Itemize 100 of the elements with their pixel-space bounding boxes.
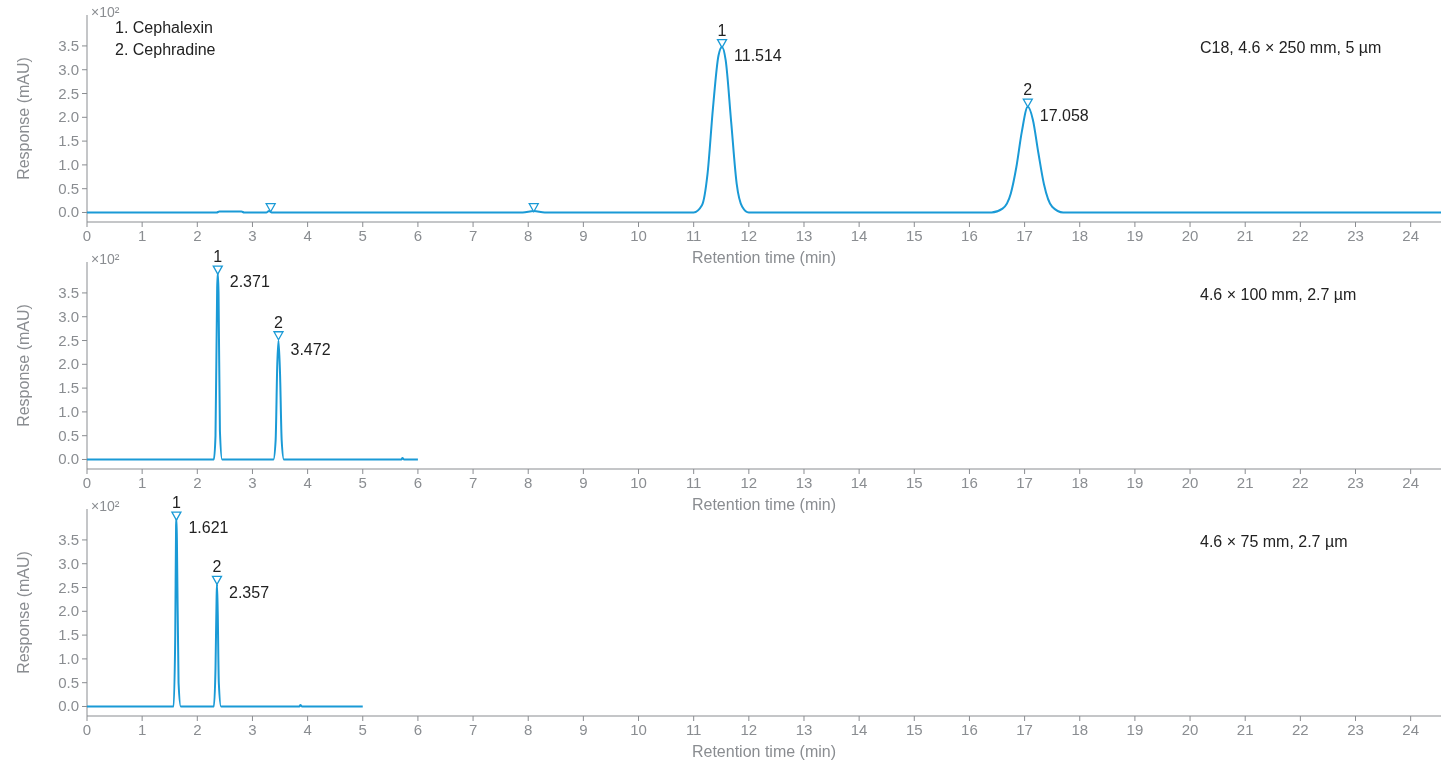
x-tick-label: 14 — [850, 474, 868, 491]
y-tick-label: 1.0 — [58, 402, 79, 420]
x-tick-label: 12 — [740, 721, 758, 738]
annotation: 2 — [212, 558, 222, 576]
x-tick-label: 9 — [579, 227, 588, 244]
x-axis-title: Retention time (min) — [691, 496, 837, 513]
x-tick-label: 12 — [740, 227, 758, 244]
x-axis-title: Retention time (min) — [691, 249, 837, 266]
y-tick-label: 0.5 — [58, 673, 79, 691]
x-tick-label: 3 — [248, 227, 257, 244]
y-tick-label: 2.0 — [58, 108, 79, 126]
y-tick-label: 0.5 — [58, 426, 79, 444]
x-tick-label: 24 — [1402, 721, 1420, 738]
x-tick-label: 13 — [795, 474, 813, 491]
y-tick-label: 3.5 — [58, 36, 79, 54]
y-tick-label: 2.0 — [58, 355, 79, 373]
y-tick-label: 1.0 — [58, 649, 79, 667]
annotation: 2.371 — [229, 272, 270, 290]
x-tick-label: 11 — [685, 474, 702, 491]
x-tick-label: 13 — [795, 227, 813, 244]
x-tick-label: 18 — [1071, 721, 1089, 738]
y-tick-label: 1.5 — [58, 379, 79, 397]
y-tick-label: 3.0 — [58, 554, 79, 572]
annotation: 2 — [274, 313, 284, 331]
x-tick-label: 10 — [630, 227, 647, 244]
y-tick-label: 3.5 — [58, 283, 79, 301]
x-tick-label: 19 — [1126, 474, 1144, 491]
x-tick-label: 22 — [1292, 721, 1309, 738]
x-tick-label: 4 — [303, 227, 312, 244]
annotation: 1.621 — [188, 518, 229, 536]
y-tick-label: 1.0 — [58, 155, 79, 173]
x-tick-label: 10 — [630, 474, 647, 491]
x-tick-label: 20 — [1181, 474, 1199, 491]
x-tick-label: 8 — [524, 474, 533, 491]
x-tick-label: 0 — [82, 474, 92, 491]
x-tick-label: 23 — [1347, 721, 1364, 738]
x-tick-label: 4 — [303, 721, 312, 738]
x-tick-label: 4 — [303, 474, 312, 491]
x-tick-label: 7 — [468, 227, 478, 244]
point — [716, 38, 728, 49]
x-tick-label: 7 — [468, 721, 478, 738]
x-tick-label: 11 — [685, 227, 702, 244]
annotation: 11.514 — [734, 46, 782, 64]
annotation: 1 — [213, 248, 223, 266]
x-tick-label: 17 — [1016, 721, 1033, 738]
x-tick-label: 17 — [1016, 474, 1033, 491]
y-tick-label: 0.0 — [58, 203, 79, 221]
x-tick-label: 21 — [1236, 227, 1254, 244]
x-tick-label: 20 — [1181, 721, 1199, 738]
x-tick-label: 5 — [358, 721, 367, 738]
x-tick-label: 15 — [905, 227, 923, 244]
x-tick-label: 10 — [630, 721, 647, 738]
x-tick-label: 3 — [248, 721, 257, 738]
x-tick-label: 21 — [1236, 474, 1254, 491]
x-tick-label: 5 — [358, 227, 367, 244]
y-tick-label: 2.5 — [58, 331, 79, 349]
x-tick-label: 15 — [905, 721, 923, 738]
point — [265, 203, 276, 213]
y-tick-label: 2.5 — [58, 578, 79, 596]
y-tick-label: 3.5 — [58, 530, 79, 548]
x-tick-label: 5 — [358, 474, 367, 491]
x-tick-label: 15 — [905, 474, 923, 491]
annotation: 17.058 — [1039, 106, 1089, 124]
x-tick-label: 11 — [685, 721, 702, 738]
x-tick-label: 12 — [740, 474, 758, 491]
x-tick-label: 2 — [193, 474, 202, 491]
y-tick-label: 0.5 — [58, 179, 79, 197]
x-tick-label: 23 — [1347, 474, 1364, 491]
x-tick-label: 6 — [413, 227, 423, 244]
annotation: 1 — [717, 21, 727, 39]
x-tick-label: 23 — [1347, 227, 1364, 244]
y-tick-label: 3.0 — [58, 60, 79, 78]
x-tick-label: 2 — [193, 227, 202, 244]
annotation: 1. Cephalexin — [115, 19, 213, 36]
x-axis-title: Retention time (min) — [691, 743, 837, 760]
y-axis-title: Response (mAU) — [15, 551, 32, 674]
x-tick-label: 3 — [248, 474, 257, 491]
x-tick-label: 0 — [82, 721, 92, 738]
x-tick-label: 2 — [193, 721, 202, 738]
y-tick-label: 3.0 — [58, 307, 79, 325]
x-tick-label: 24 — [1402, 474, 1420, 491]
y-tick-label: 1.5 — [58, 626, 79, 644]
y-tick-label: 2.0 — [58, 602, 79, 620]
x-tick-label: 22 — [1292, 474, 1309, 491]
x-tick-label: 18 — [1071, 227, 1089, 244]
x-tick-label: 16 — [961, 227, 978, 244]
y-tick-label: 0.0 — [58, 697, 79, 715]
x-tick-label: 7 — [468, 474, 478, 491]
x-tick-label: 8 — [524, 227, 533, 244]
annotation: 3.472 — [290, 340, 331, 358]
x-tick-label: 9 — [579, 474, 588, 491]
y-tick-label: 2.5 — [58, 84, 79, 102]
annotation: ×10² — [91, 4, 120, 20]
point — [1022, 98, 1033, 108]
x-tick-label: 13 — [795, 721, 813, 738]
x-tick-label: 9 — [579, 721, 588, 738]
y-axis-title: Response (mAU) — [15, 57, 32, 180]
x-tick-label: 16 — [961, 474, 978, 491]
y-tick-label: 1.5 — [58, 132, 79, 150]
annotation: 2 — [1023, 81, 1033, 99]
